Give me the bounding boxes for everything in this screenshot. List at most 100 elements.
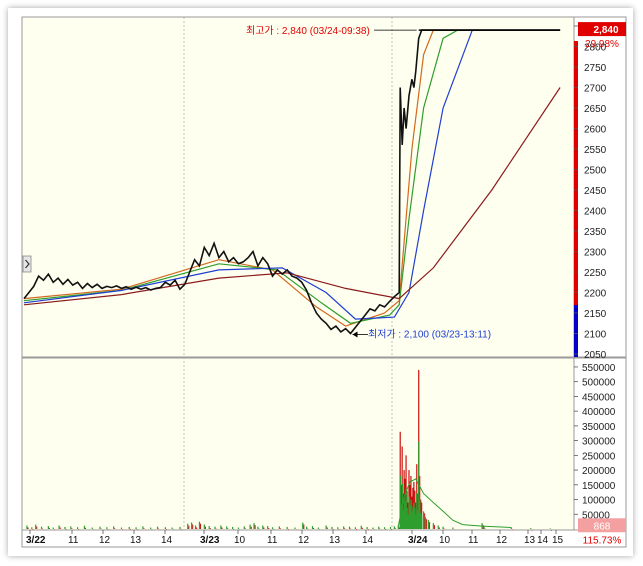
price-tick-label: 2200 [584, 289, 607, 300]
volume-bar-sell [332, 528, 334, 530]
volume-bar-sell [227, 528, 229, 529]
volume-bar [179, 526, 181, 529]
volume-bar [348, 526, 351, 529]
x-tick-label: 11 [468, 535, 479, 546]
volume-bar-buy [423, 519, 425, 529]
volume-tick-label: 550000 [582, 363, 616, 374]
price-tick-label: 2650 [584, 104, 607, 115]
volume-bar-sell [192, 524, 194, 529]
volume-bar [70, 526, 72, 529]
volume-bar [91, 527, 93, 529]
x-tick-label: 14 [537, 535, 549, 546]
volume-bar-sell [172, 529, 174, 531]
volume-bar-sell [32, 529, 34, 530]
volume-bar [253, 523, 255, 529]
volume-bar [156, 526, 159, 529]
volume-bar-buy [406, 507, 408, 529]
x-tick-label: 12 [99, 535, 111, 546]
volume-bar-sell [188, 525, 190, 529]
price-tick-label: 2500 [584, 166, 607, 177]
volume-bar [432, 523, 434, 529]
price-tick-label: 2350 [584, 227, 607, 238]
volume-bar [530, 528, 532, 529]
volume-bar-buy [402, 509, 404, 529]
volume-bar-sell [424, 513, 426, 529]
volume-bar-buy [414, 507, 416, 529]
volume-bar-buy [407, 514, 409, 529]
low-arrow-head [352, 331, 358, 338]
stock-chart: 2850280027502700265026002550250024502400… [21, 16, 627, 548]
volume-bar [389, 526, 392, 529]
volume-bar-sell [244, 528, 246, 529]
volume-bar [331, 526, 333, 529]
volume-bar-sell [355, 529, 357, 530]
volume-bar-sell [59, 527, 61, 529]
price-line [23, 29, 561, 335]
volume-bar-sell [268, 528, 270, 529]
volume-bar [52, 527, 54, 529]
volume-bar-sell [215, 528, 217, 530]
volume-bar [262, 525, 264, 529]
moving-average-line [23, 29, 561, 324]
x-tick-label: 13 [329, 535, 341, 546]
volume-bar-buy [409, 504, 411, 529]
volume-bar-sell [209, 528, 211, 529]
volume-bar-buy [421, 514, 423, 529]
volume-bar-sell [484, 528, 486, 530]
volume-bar [226, 526, 228, 529]
price-tick-label: 2750 [584, 63, 607, 74]
volume-bar [397, 525, 399, 529]
volume-bar-sell [254, 525, 256, 529]
volume-bar-sell [367, 528, 369, 530]
volume-bar-sell [196, 527, 198, 529]
volume-bar-sell [78, 529, 80, 530]
volume-moving-average [397, 478, 512, 528]
volume-bar [99, 526, 101, 529]
volume-bar-sell [295, 529, 297, 531]
price-tick-label: 2450 [584, 186, 607, 197]
volume-bar-buy [403, 496, 405, 529]
volume-bar [337, 527, 339, 529]
volume-bar-sell [373, 529, 375, 531]
price-tick-label: 2300 [584, 248, 607, 259]
volume-bar [249, 524, 251, 529]
volume-bar [360, 525, 362, 529]
volume-badge [578, 518, 626, 533]
x-tick-label: 14 [362, 535, 374, 546]
volume-bar [58, 525, 60, 529]
volume-tick-label: 200000 [582, 466, 616, 477]
moving-average-line [23, 29, 561, 327]
volume-bar [47, 526, 49, 529]
volume-bar-sell [361, 527, 363, 529]
volume-bar-sell [200, 523, 202, 529]
volume-bar [220, 525, 222, 529]
volume-bar [393, 526, 395, 529]
volume-bar [135, 527, 137, 529]
volume-bar [278, 526, 280, 529]
volume-bar-sell [100, 528, 102, 530]
volume-bar [366, 526, 368, 529]
volume-bar-sell [443, 528, 445, 530]
volume-bar [294, 527, 296, 529]
volume-bar-sell [344, 528, 346, 529]
volume-bar [231, 526, 234, 529]
volume-bar [483, 526, 485, 529]
expand-handle[interactable] [22, 255, 32, 273]
price-panel [21, 16, 575, 358]
volume-bar [452, 527, 454, 529]
volume-bar-sell [279, 528, 281, 529]
volume-bar [271, 527, 274, 529]
volume-bar-sell [426, 519, 428, 529]
volume-bar-sell [53, 529, 55, 531]
volume-bar-sell [391, 528, 393, 530]
volume-tick-label: 350000 [582, 422, 616, 433]
volume-bar [208, 526, 210, 529]
volume-bar-sell [438, 527, 440, 529]
chevron-right-icon [25, 259, 30, 269]
high-annotation: 최고가 : 2,840 (03/24-09:38) [246, 25, 370, 37]
volume-bar-sell [107, 529, 109, 530]
price-tick-label: 2700 [584, 84, 607, 95]
volume-bar [203, 524, 205, 529]
volume-bar-sell [65, 528, 67, 530]
volume-bar-sell [433, 525, 435, 529]
